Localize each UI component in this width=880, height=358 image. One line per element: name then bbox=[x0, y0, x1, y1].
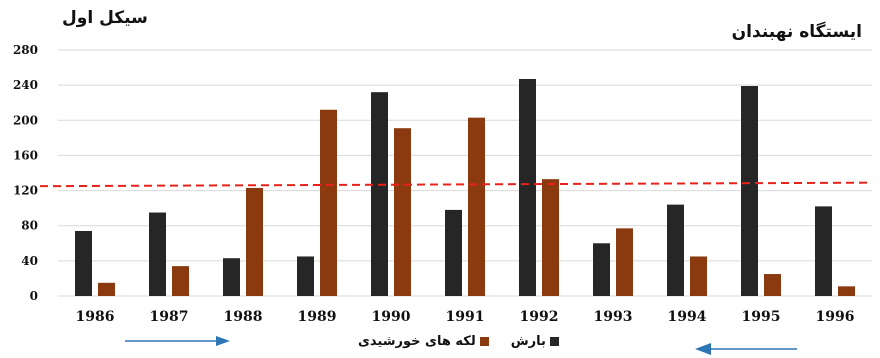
x-tick-label: 1990 bbox=[372, 309, 411, 325]
x-tick-label: 1987 bbox=[150, 309, 189, 325]
bar-sunspots bbox=[616, 228, 633, 296]
bar-precipitation bbox=[297, 256, 314, 296]
legend-label-precipitation: بارش bbox=[510, 334, 546, 349]
bar-sunspots bbox=[764, 274, 781, 296]
bar-precipitation bbox=[519, 78, 536, 296]
x-tick-label: 1995 bbox=[742, 309, 781, 325]
legend-swatch-precipitation bbox=[549, 337, 559, 346]
bar-precipitation bbox=[149, 212, 166, 296]
bar-sunspots bbox=[320, 109, 337, 296]
x-tick-label: 1986 bbox=[76, 309, 115, 325]
y-tick-label: 160 bbox=[13, 148, 38, 162]
bar-precipitation bbox=[593, 243, 610, 296]
chart-title-right: ایستگاه نهبندان bbox=[731, 22, 862, 42]
trend-line bbox=[39, 181, 873, 188]
bar-precipitation bbox=[371, 92, 388, 297]
legend-label-sunspots: لکه های خورشیدی bbox=[358, 334, 476, 349]
bar-sunspots bbox=[690, 256, 707, 296]
y-tick-label: 80 bbox=[21, 219, 38, 233]
y-tick-label: 40 bbox=[21, 254, 38, 268]
y-tick-label: 120 bbox=[13, 184, 38, 198]
bar-precipitation bbox=[223, 258, 240, 296]
arrow-left-head bbox=[695, 343, 711, 355]
bar-precipitation bbox=[445, 209, 462, 296]
bar-sunspots bbox=[542, 179, 559, 296]
chart-title-left: سیکل اول bbox=[62, 8, 148, 28]
bar-sunspots bbox=[98, 282, 115, 296]
bar-sunspots bbox=[468, 117, 485, 297]
y-tick-label: 0 bbox=[30, 289, 38, 303]
bar-sunspots bbox=[394, 128, 411, 296]
bar-precipitation bbox=[667, 204, 684, 296]
bar-precipitation bbox=[815, 206, 832, 296]
bar-sunspots bbox=[838, 286, 855, 296]
legend-item-sunspots: لکه های خورشیدی bbox=[358, 334, 493, 349]
bar-sunspots bbox=[246, 187, 263, 296]
x-tick-label: 1991 bbox=[446, 309, 485, 325]
bar-precipitation bbox=[741, 86, 758, 297]
bar-sunspots bbox=[172, 266, 189, 296]
x-tick-label: 1996 bbox=[816, 309, 855, 325]
y-tick-label: 240 bbox=[13, 78, 38, 92]
x-tick-label: 1989 bbox=[298, 309, 337, 325]
x-tick-label: 1994 bbox=[668, 309, 707, 325]
bar-precipitation bbox=[75, 230, 92, 296]
x-tick-label: 1992 bbox=[520, 309, 559, 325]
legend-swatch-sunspots bbox=[479, 337, 489, 346]
y-tick-label: 280 bbox=[13, 43, 38, 57]
arrow-right-head bbox=[216, 336, 230, 346]
x-tick-label: 1988 bbox=[224, 309, 263, 325]
y-tick-label: 200 bbox=[13, 113, 38, 127]
x-tick-label: 1993 bbox=[594, 309, 633, 325]
chart-legend: بارش لکه های خورشیدی bbox=[340, 334, 563, 349]
legend-item-precipitation: بارش bbox=[511, 334, 563, 349]
